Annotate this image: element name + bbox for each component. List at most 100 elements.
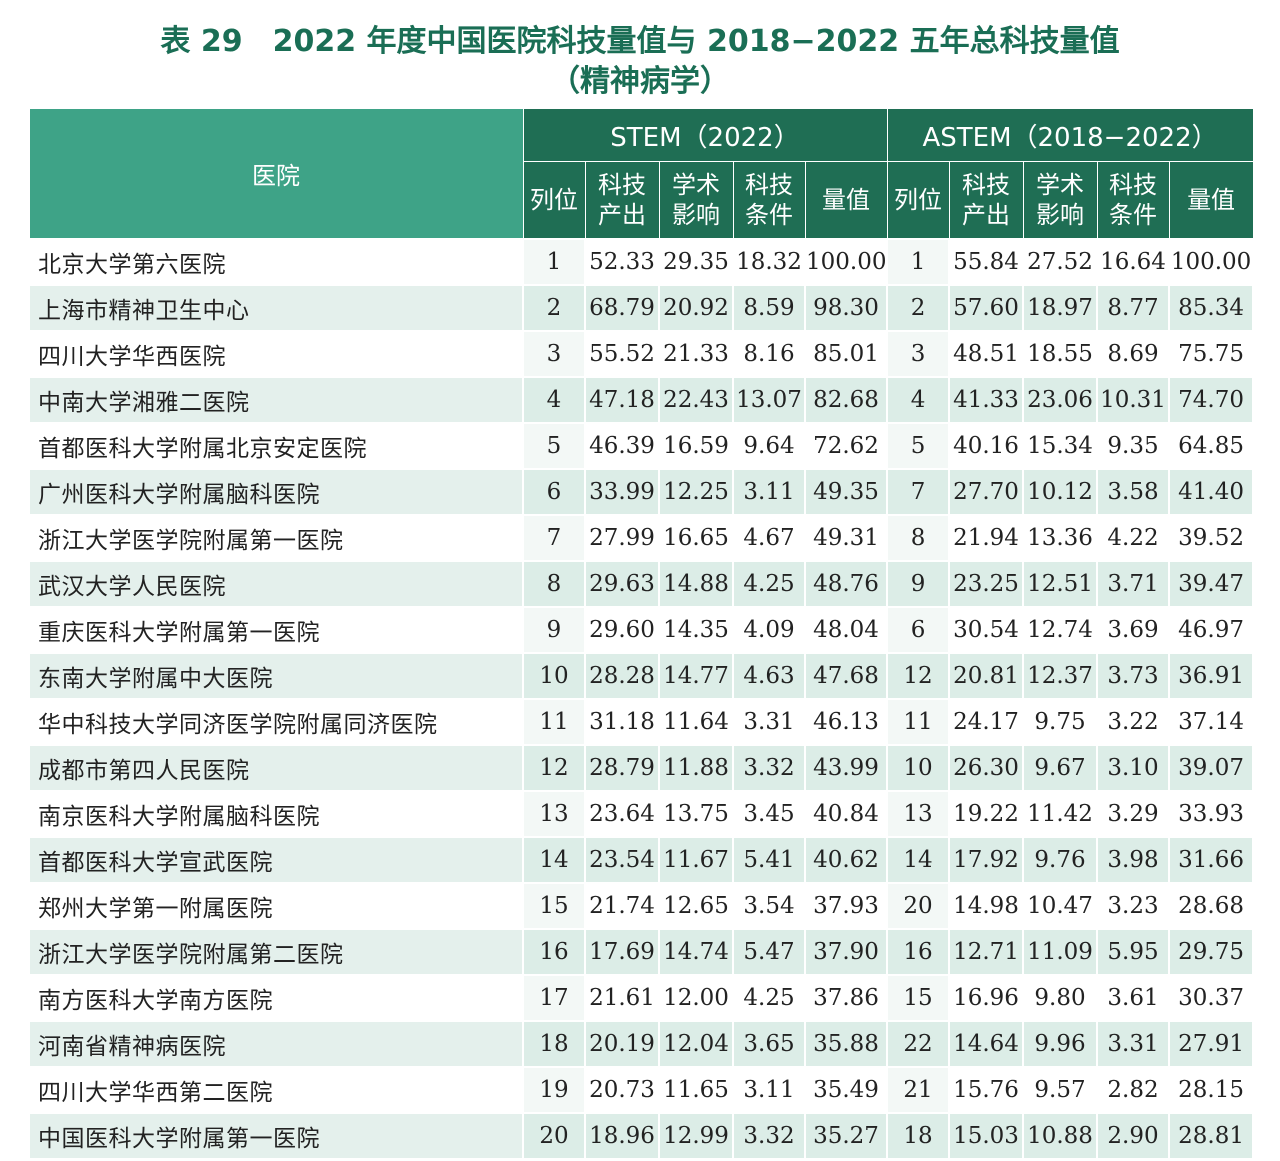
astem-cell: 27.91 — [1168, 1020, 1255, 1068]
stem-cell: 72.62 — [803, 422, 889, 470]
astem-cell: 55.84 — [948, 238, 1025, 286]
table-row: 成都市第四人民医院 12 28.79 11.88 3.32 43.99 10 26.30 9.6… — [28, 744, 1255, 792]
astem-cell: 41.40 — [1168, 468, 1255, 516]
astem-cell: 14.64 — [948, 1020, 1025, 1068]
stem-cell: 12.00 — [658, 974, 734, 1022]
stem-cell: 40.62 — [803, 836, 889, 884]
astem-cell: 3 — [886, 330, 951, 378]
astem-header: ASTEM（2018−2022） — [886, 108, 1254, 162]
stem-cell: 98.30 — [803, 284, 889, 332]
astem-cell: 3.29 — [1096, 790, 1171, 838]
astem-cell: 8 — [886, 514, 951, 562]
stem-cell: 48.04 — [803, 606, 889, 654]
stem-cell: 5.41 — [732, 836, 806, 884]
table-row: 南京医科大学附属脑科医院 13 23.64 13.75 3.45 40.84 13 19.22… — [28, 790, 1255, 838]
astem-cell: 12.74 — [1022, 606, 1099, 654]
stem-cell: 35.27 — [803, 1112, 889, 1160]
stem-cell: 20.73 — [584, 1066, 660, 1114]
astem-cell: 11.09 — [1022, 928, 1099, 976]
astem-cell: 100.00 — [1168, 238, 1255, 286]
astem-cell: 3.58 — [1096, 468, 1171, 516]
astem-cell: 57.60 — [948, 284, 1025, 332]
stem-header: STEM（2022） — [522, 108, 888, 162]
stem-cell: 3.32 — [732, 744, 806, 792]
stem-cell: 20.19 — [584, 1020, 660, 1068]
hospital-name: 华中科技大学同济医学院附属同济医院 — [28, 698, 524, 746]
astem-cell: 22 — [886, 1020, 951, 1068]
stem-cell: 13.07 — [732, 376, 806, 424]
hospital-name: 四川大学华西医院 — [28, 330, 524, 378]
astem-cell: 11 — [886, 698, 951, 746]
astem-cell: 16.96 — [948, 974, 1025, 1022]
astem-cell: 48.51 — [948, 330, 1025, 378]
astem-cell: 8.69 — [1096, 330, 1171, 378]
hospital-name: 四川大学华西第二医院 — [28, 1066, 524, 1114]
astem-cell: 13 — [886, 790, 951, 838]
stem-cell: 21.61 — [584, 974, 660, 1022]
astem-cell: 10.12 — [1022, 468, 1099, 516]
hospital-name: 中国医科大学附属第一医院 — [28, 1112, 524, 1160]
astem-cell: 39.52 — [1168, 514, 1255, 562]
stem-cell: 20 — [522, 1112, 586, 1160]
astem-cell: 15.03 — [948, 1112, 1025, 1160]
astem-col-header: 科技 产出 — [948, 161, 1024, 240]
stem-col-header: 科技 产出 — [584, 161, 660, 240]
stem-cell: 47.68 — [803, 652, 889, 700]
table-row: 东南大学附属中大医院 10 28.28 14.77 4.63 47.68 12 20.81 12… — [28, 652, 1255, 700]
stem-cell: 27.99 — [584, 514, 660, 562]
astem-cell: 28.15 — [1168, 1066, 1255, 1114]
astem-cell: 15.34 — [1022, 422, 1099, 470]
astem-cell: 3.31 — [1096, 1020, 1171, 1068]
stem-cell: 4.67 — [732, 514, 806, 562]
astem-cell: 36.91 — [1168, 652, 1255, 700]
table-row: 重庆医科大学附属第一医院 9 29.60 14.35 4.09 48.04 6 30.54 12… — [28, 606, 1255, 654]
stem-cell: 14.77 — [658, 652, 734, 700]
stem-col-header: 科技 条件 — [732, 161, 806, 240]
astem-cell: 2 — [886, 284, 951, 332]
astem-cell: 74.70 — [1168, 376, 1255, 424]
stem-cell: 40.84 — [803, 790, 889, 838]
stem-cell: 12.04 — [658, 1020, 734, 1068]
stem-cell: 15 — [522, 882, 586, 930]
stem-cell: 4.09 — [732, 606, 806, 654]
stem-cell: 47.18 — [584, 376, 660, 424]
hospital-name: 首都医科大学附属北京安定医院 — [28, 422, 524, 470]
astem-cell: 75.75 — [1168, 330, 1255, 378]
astem-cell: 14.98 — [948, 882, 1025, 930]
table-row: 北京大学第六医院 1 52.33 29.35 18.32 100.00 1 55.84 27.5… — [28, 238, 1255, 286]
stem-cell: 12 — [522, 744, 586, 792]
stem-cell: 55.52 — [584, 330, 660, 378]
hospital-name: 南京医科大学附属脑科医院 — [28, 790, 524, 838]
astem-cell: 5.95 — [1096, 928, 1171, 976]
astem-cell: 6 — [886, 606, 951, 654]
astem-cell: 9 — [886, 560, 951, 608]
astem-cell: 10.88 — [1022, 1112, 1099, 1160]
astem-cell: 27.70 — [948, 468, 1025, 516]
hospital-name: 北京大学第六医院 — [28, 238, 524, 286]
stem-cell: 29.35 — [658, 238, 734, 286]
hospital-name: 南方医科大学南方医院 — [28, 974, 524, 1022]
table-title: 表 29 2022 年度中国医院科技量值与 2018−2022 五年总科技量值 — [160, 24, 1120, 59]
hospital-name: 广州医科大学附属脑科医院 — [28, 468, 524, 516]
stem-cell: 14.74 — [658, 928, 734, 976]
astem-cell: 30.54 — [948, 606, 1025, 654]
stem-cell: 37.90 — [803, 928, 889, 976]
stem-cell: 14.35 — [658, 606, 734, 654]
astem-cell: 14 — [886, 836, 951, 884]
table-row: 广州医科大学附属脑科医院 6 33.99 12.25 3.11 49.35 7 27.70 10… — [28, 468, 1255, 516]
astem-cell: 10.47 — [1022, 882, 1099, 930]
astem-cell: 13.36 — [1022, 514, 1099, 562]
astem-cell: 33.93 — [1168, 790, 1255, 838]
stem-cell: 48.76 — [803, 560, 889, 608]
stem-cell: 28.79 — [584, 744, 660, 792]
stem-cell: 46.13 — [803, 698, 889, 746]
astem-cell: 9.96 — [1022, 1020, 1099, 1068]
stem-cell: 4.63 — [732, 652, 806, 700]
astem-cell: 21 — [886, 1066, 951, 1114]
table-row: 四川大学华西医院 3 55.52 21.33 8.16 85.01 3 48.51 18.55 8… — [28, 330, 1255, 378]
stem-cell: 3.65 — [732, 1020, 806, 1068]
astem-cell: 17.92 — [948, 836, 1025, 884]
stem-cell: 5 — [522, 422, 586, 470]
astem-col-header: 量值 — [1168, 161, 1254, 240]
astem-cell: 19.22 — [948, 790, 1025, 838]
